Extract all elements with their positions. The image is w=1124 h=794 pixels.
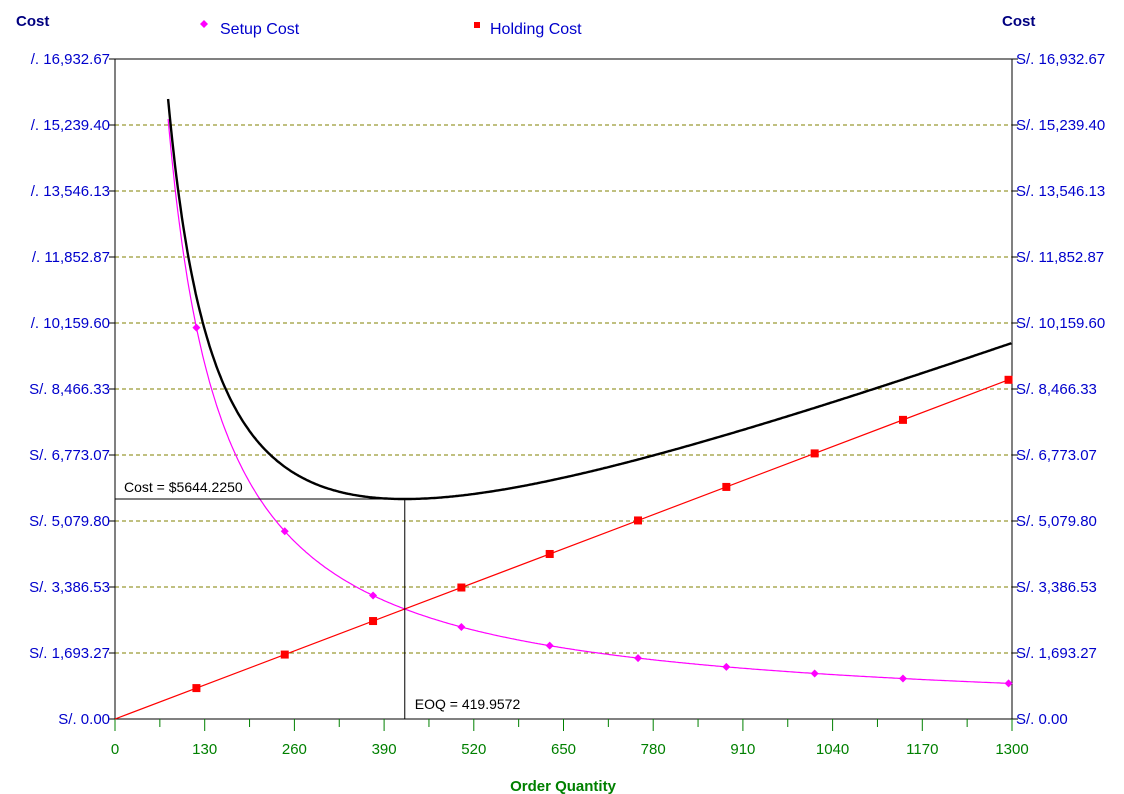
right-y-axis-title: Cost	[1002, 13, 1035, 30]
total-cost-line	[166, 98, 1012, 501]
x-tick-label-10: 1300	[995, 741, 1028, 758]
y-tick-label-right-6: S/. 10,159.60	[1016, 315, 1105, 332]
x-tick-label-6: 780	[641, 741, 666, 758]
x-tick-label-5: 650	[551, 741, 576, 758]
legend: Setup Cost Holding Cost	[200, 20, 582, 38]
series	[114, 98, 1013, 720]
holding-cost-point-1	[280, 650, 289, 659]
legend-setup-cost-marker	[200, 20, 208, 28]
y-tick-label-right-1: S/. 1,693.27	[1016, 645, 1097, 662]
x-tick-label-7: 910	[730, 741, 755, 758]
legend-setup-cost-label: Setup Cost	[220, 21, 300, 38]
holding-cost-line	[114, 377, 1013, 720]
setup-cost-point-1	[280, 527, 289, 536]
setup-cost-point-2	[369, 591, 378, 600]
y-tick-label-right-10: S/. 16,932.67	[1016, 51, 1105, 68]
setup-cost-point-8	[898, 674, 907, 683]
y-tick-label-right-2: S/. 3,386.53	[1016, 579, 1097, 596]
setup-cost-point-4	[545, 641, 554, 650]
y-tick-label-right-5: S/. 8,466.33	[1016, 381, 1097, 398]
holding-cost-point-5	[634, 516, 643, 525]
setup-cost-line	[167, 119, 1012, 684]
ticks: S/. 0.00 S/. 0.00 S/. 1,693.27 S/. 1,693.27…	[29, 51, 1105, 758]
y-tick-label-right-7: S/. 11,852.87	[1016, 249, 1104, 266]
holding-cost-point-6	[722, 482, 731, 491]
x-tick-label-2: 260	[282, 741, 307, 758]
x-axis-title: Order Quantity	[510, 778, 617, 794]
holding-cost-point-9	[1004, 375, 1013, 384]
x-tick-label-3: 390	[372, 741, 397, 758]
holding-cost-point-8	[898, 415, 907, 424]
y-tick-label-right-0: S/. 0.00	[1016, 711, 1068, 728]
y-tick-label-left-10: /. 16,932.67	[31, 51, 110, 68]
setup-cost-point-6	[722, 662, 731, 671]
holding-cost-point-7	[810, 449, 819, 458]
legend-holding-cost-marker	[474, 22, 480, 28]
min-cost-label: Cost = $5644.2250	[124, 479, 243, 495]
gridlines	[115, 124, 1012, 654]
y-tick-label-left-8: /. 13,546.13	[31, 183, 110, 200]
y-tick-label-right-3: S/. 5,079.80	[1016, 513, 1097, 530]
x-tick-label-0: 0	[111, 741, 119, 758]
y-tick-label-left-0: S/. 0.00	[58, 711, 110, 728]
holding-cost-point-3	[457, 583, 466, 592]
annotations: Cost = $5644.2250 EOQ = 419.9572	[115, 479, 520, 719]
setup-cost-point-7	[810, 669, 819, 678]
y-tick-label-left-2: S/. 3,386.53	[29, 579, 110, 596]
setup-cost-point-3	[457, 622, 466, 631]
holding-cost-point-0	[192, 684, 201, 693]
y-tick-label-right-9: S/. 15,239.40	[1016, 117, 1105, 134]
x-tick-label-8: 1040	[816, 741, 849, 758]
x-tick-label-1: 130	[192, 741, 217, 758]
x-tick-label-4: 520	[461, 741, 486, 758]
setup-cost-point-9	[1004, 679, 1013, 688]
y-tick-label-left-1: S/. 1,693.27	[29, 645, 110, 662]
y-tick-label-right-4: S/. 6,773.07	[1016, 447, 1097, 464]
eoq-label: EOQ = 419.9572	[415, 696, 521, 712]
y-tick-label-left-3: S/. 5,079.80	[29, 513, 110, 530]
setup-cost-point-5	[634, 654, 643, 663]
left-y-axis-title: Cost	[16, 13, 49, 30]
y-tick-label-left-5: S/. 8,466.33	[29, 381, 110, 398]
legend-holding-cost-label: Holding Cost	[490, 21, 582, 38]
setup-cost-point-0	[192, 323, 201, 332]
holding-cost-point-2	[369, 617, 378, 626]
y-tick-label-left-7: /. 11,852.87	[32, 249, 110, 266]
y-tick-label-left-9: /. 15,239.40	[31, 117, 110, 134]
x-tick-label-9: 1170	[906, 741, 938, 758]
y-tick-label-left-4: S/. 6,773.07	[29, 447, 110, 464]
y-tick-label-right-8: S/. 13,546.13	[1016, 183, 1105, 200]
y-tick-label-left-6: /. 10,159.60	[31, 315, 110, 332]
holding-cost-point-4	[545, 549, 554, 558]
